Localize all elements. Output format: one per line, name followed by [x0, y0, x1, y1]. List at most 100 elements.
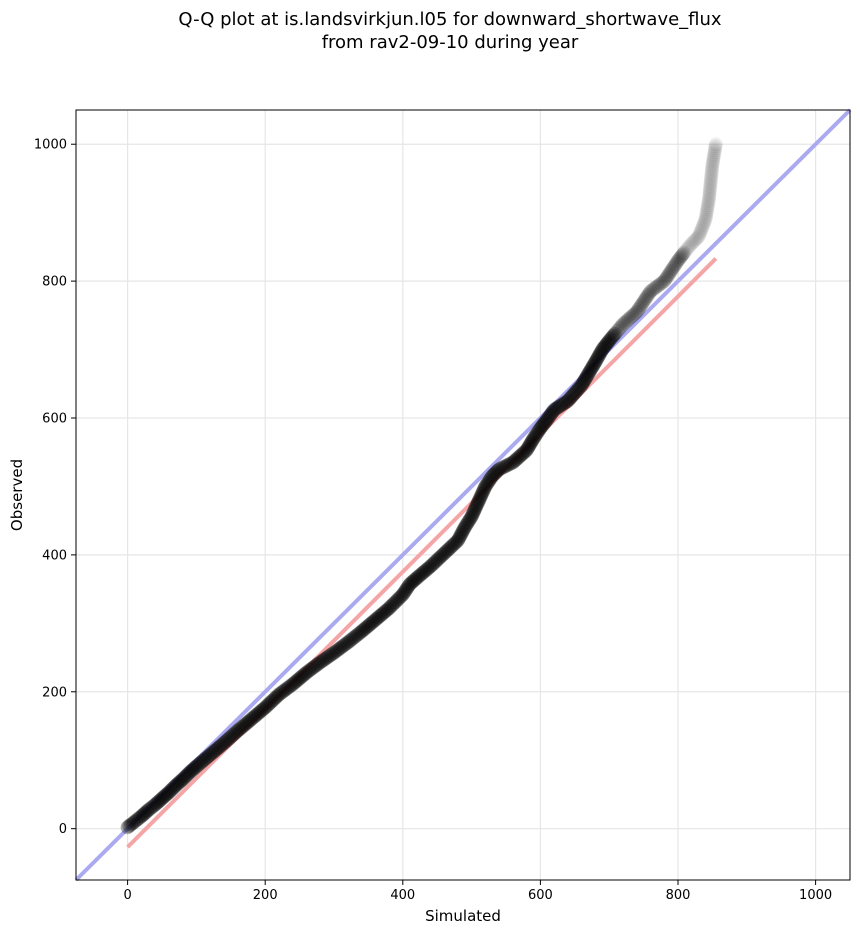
- qq-point: [702, 187, 717, 202]
- qq-point: [389, 593, 404, 608]
- qq-point: [569, 384, 584, 399]
- qq-point: [203, 747, 218, 762]
- qq-point: [613, 320, 628, 335]
- qq-point: [586, 358, 601, 373]
- qq-point: [268, 690, 283, 705]
- qq-point: [233, 721, 248, 736]
- qq-point: [408, 572, 423, 587]
- qq-point: [489, 465, 504, 480]
- qq-point: [122, 818, 137, 833]
- qq-point: [138, 805, 153, 820]
- y-tick-label: 800: [42, 275, 67, 290]
- qq-point: [643, 284, 658, 299]
- qq-point: [420, 562, 435, 577]
- qq-point: [593, 346, 608, 361]
- qq-point: [460, 516, 475, 531]
- qq-point: [432, 550, 447, 565]
- qq-point: [581, 366, 596, 381]
- qq-point: [694, 222, 709, 237]
- qq-point: [441, 542, 456, 557]
- qq-point: [675, 247, 690, 262]
- qq-point: [256, 701, 271, 716]
- qq-point: [520, 441, 535, 456]
- qq-point: [662, 265, 677, 280]
- y-tick-label: 200: [42, 685, 67, 700]
- qq-point: [641, 287, 656, 302]
- qq-point: [539, 413, 554, 428]
- y-tick-label: 0: [59, 822, 67, 837]
- qq-point: [394, 589, 409, 604]
- qq-points: [120, 137, 723, 835]
- qq-point: [424, 558, 439, 573]
- qq-point: [262, 696, 277, 711]
- qq-point: [691, 229, 706, 244]
- qq-point: [705, 159, 720, 174]
- qq-point: [693, 223, 708, 238]
- qq-point: [223, 730, 238, 745]
- qq-point: [357, 621, 372, 636]
- qq-point: [704, 170, 719, 185]
- qq-point: [696, 216, 711, 231]
- qq-point: [255, 703, 270, 718]
- qq-point: [519, 443, 534, 458]
- qq-point: [698, 210, 713, 225]
- qq-point: [360, 619, 375, 634]
- qq-point: [219, 733, 234, 748]
- qq-point: [703, 172, 718, 187]
- qq-point: [683, 238, 698, 253]
- qq-point: [481, 474, 496, 489]
- qq-point: [507, 454, 522, 469]
- qq-point: [669, 255, 684, 270]
- qq-point: [705, 155, 720, 170]
- reference-lines: [74, 108, 852, 882]
- qq-point: [335, 639, 350, 654]
- qq-point: [646, 281, 661, 296]
- qq-point: [179, 768, 194, 783]
- qq-point: [467, 503, 482, 518]
- qq-point: [327, 645, 341, 660]
- y-tick-label: 1000: [34, 138, 67, 153]
- qq-point: [284, 678, 298, 693]
- qq-point: [693, 225, 708, 240]
- qq-point: [529, 426, 544, 441]
- qq-point: [264, 694, 279, 709]
- qq-point: [566, 387, 581, 402]
- qq-point: [344, 632, 359, 647]
- qq-point: [302, 663, 317, 678]
- qq-point: [570, 382, 585, 397]
- qq-point: [702, 183, 717, 198]
- x-tick-label: 1000: [799, 888, 832, 903]
- qq-point: [567, 386, 582, 401]
- qq-point: [575, 376, 590, 391]
- qq-point: [271, 687, 286, 702]
- qq-point: [278, 682, 293, 697]
- qq-point: [598, 338, 613, 353]
- qq-point: [484, 470, 499, 485]
- qq-point: [265, 693, 280, 708]
- qq-point: [398, 584, 413, 599]
- qq-point: [392, 590, 407, 605]
- qq-point: [622, 311, 637, 326]
- qq-point: [377, 605, 392, 620]
- qq-point: [195, 754, 210, 769]
- qq-point: [658, 272, 673, 287]
- qq-point: [294, 669, 309, 684]
- qq-point: [352, 625, 367, 640]
- qq-point: [339, 636, 354, 651]
- qq-point: [704, 166, 719, 181]
- qq-point: [707, 143, 722, 158]
- qq-point: [555, 397, 570, 412]
- qq-point: [142, 801, 157, 816]
- qq-point: [699, 208, 714, 223]
- qq-point: [700, 198, 715, 213]
- qq-point: [290, 673, 305, 688]
- qq-point: [402, 577, 417, 592]
- qq-point: [185, 763, 200, 778]
- qq-point: [684, 236, 699, 251]
- qq-point: [130, 812, 145, 827]
- qq-point: [703, 174, 718, 189]
- qq-point: [602, 333, 617, 348]
- qq-point: [313, 655, 328, 670]
- qq-point: [164, 782, 179, 797]
- qq-point: [166, 781, 181, 796]
